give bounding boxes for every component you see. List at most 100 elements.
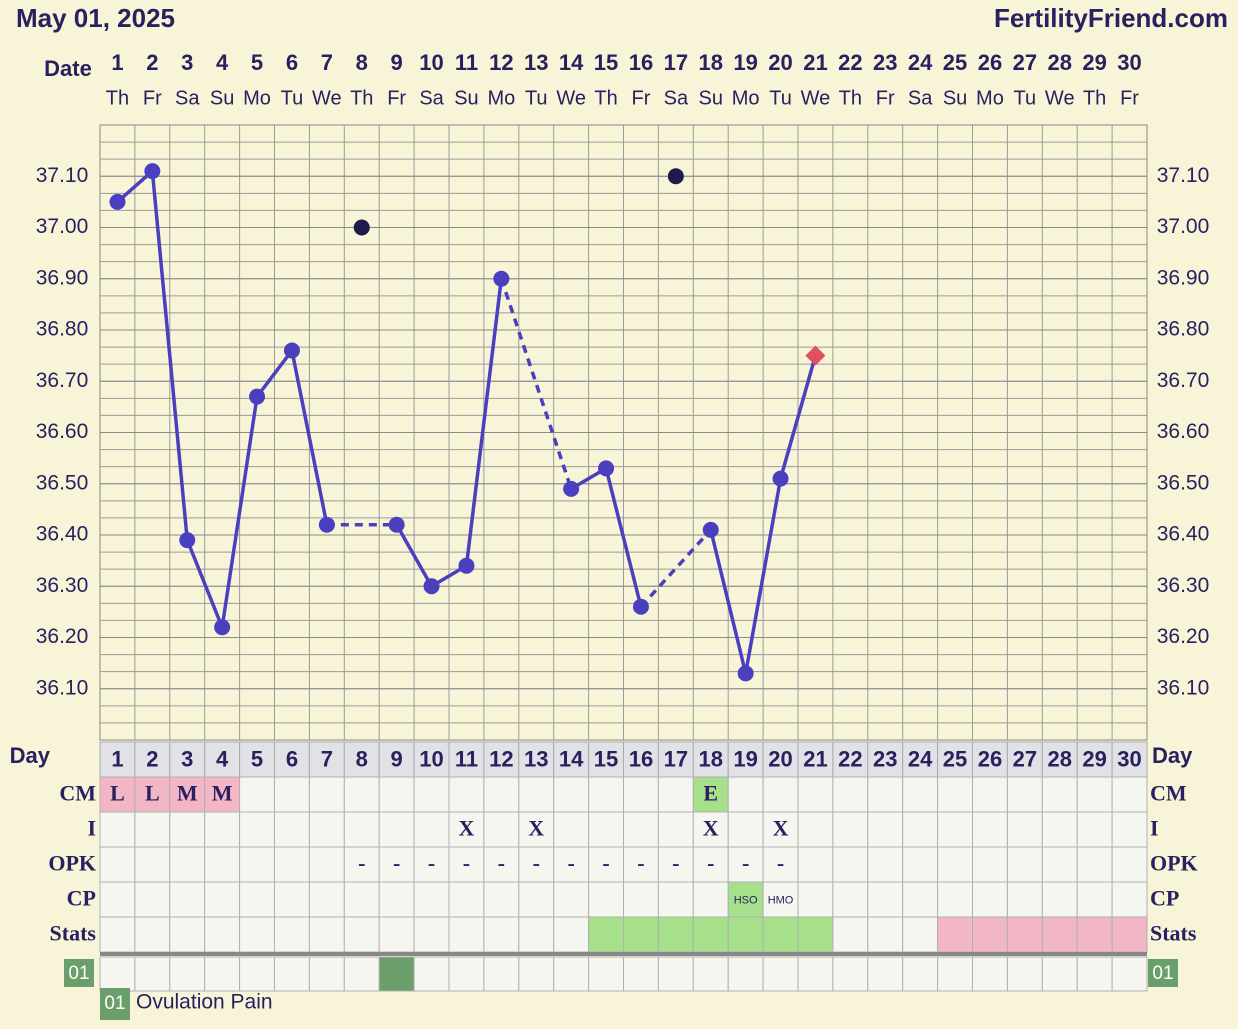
y-tick-label: 36.30: [36, 574, 89, 597]
row-cell: [1111, 811, 1148, 848]
row-value: X: [703, 816, 719, 841]
day-cell: [518, 741, 555, 778]
custom-cell: [588, 956, 624, 992]
row-cell: [692, 846, 729, 883]
row-cell: [239, 916, 276, 953]
temp-point: [563, 480, 580, 497]
row-value: L: [110, 781, 125, 806]
y-tick-label-right: 36.50: [1157, 471, 1210, 494]
custom-cell: [972, 956, 1008, 992]
row-cell: [588, 881, 624, 918]
custom-cell: [692, 956, 729, 992]
row-cell: [204, 881, 241, 918]
custom-cell: [483, 956, 520, 992]
y-tick-label: 36.70: [36, 369, 89, 392]
temp-segment: [604, 467, 643, 608]
row-value: M: [212, 781, 233, 806]
row-cell: [378, 811, 415, 848]
row-cell: [902, 776, 939, 813]
row-cell: [169, 776, 206, 813]
chart-title: May 01, 2025: [16, 3, 175, 33]
row-cell: [239, 881, 276, 918]
row-cell: [832, 776, 869, 813]
row-value: HMO: [768, 894, 794, 906]
row-cell: [378, 846, 415, 883]
day-number: 4: [216, 50, 229, 75]
day-cell: [204, 741, 241, 778]
weekday: Su: [943, 87, 967, 109]
temp-point: [702, 521, 719, 538]
day-row-number: 27: [1013, 746, 1037, 771]
day-row-number: 16: [629, 746, 653, 771]
temp-point: [283, 342, 300, 359]
row-cell: [1076, 846, 1113, 883]
row-cell: [99, 811, 136, 848]
custom-cell: [1076, 956, 1113, 992]
row-cell: [972, 776, 1008, 813]
row-cell: [657, 846, 694, 883]
row-label: Stats: [50, 921, 97, 946]
day-row-number: 13: [524, 746, 548, 771]
row-cell: [274, 881, 310, 918]
temp-segment: [255, 349, 294, 398]
legend-swatch: [100, 988, 130, 1020]
weekday: Tu: [1014, 87, 1037, 109]
row-cell: [308, 811, 345, 848]
row-cell: [169, 916, 206, 953]
row-cell: [308, 916, 345, 953]
custom-cell: [308, 956, 345, 992]
row-cell: [448, 916, 485, 953]
day-number: 10: [419, 50, 443, 75]
y-tick-label-right: 36.60: [1157, 420, 1210, 443]
day-row-number: 18: [699, 746, 723, 771]
row-value: -: [707, 851, 714, 876]
temp-segment: [395, 523, 434, 588]
day-number: 15: [594, 50, 618, 75]
weekday: Sa: [664, 87, 689, 109]
day-cell: [902, 741, 939, 778]
y-tick-label-right: 37.00: [1157, 215, 1210, 238]
row-cell: [797, 811, 834, 848]
row-value: X: [528, 816, 544, 841]
day-number: 26: [978, 50, 1002, 75]
day-cell: [1041, 741, 1078, 778]
custom-row-label-bg: [64, 959, 94, 987]
row-value: -: [428, 851, 435, 876]
day-row-number: 7: [321, 746, 333, 771]
day-number: 9: [391, 50, 403, 75]
custom-cell: [134, 956, 171, 992]
day-number: 7: [321, 50, 333, 75]
row-cell: [204, 811, 241, 848]
row-value: -: [358, 851, 365, 876]
row-value: -: [533, 851, 540, 876]
row-cell: [762, 916, 799, 953]
row-cell: [204, 846, 241, 883]
row-cell: [1006, 916, 1043, 953]
y-tick-label-right: 37.10: [1157, 164, 1210, 187]
row-cell: [797, 881, 834, 918]
row-cell: [623, 916, 659, 953]
row-cell: [378, 776, 415, 813]
row-label: I: [87, 816, 96, 841]
discarded-point: [667, 168, 684, 185]
day-number: 6: [286, 50, 298, 75]
row-value: -: [498, 851, 505, 876]
row-cell: [832, 811, 869, 848]
row-cell: [553, 811, 590, 848]
row-cell: [448, 811, 485, 848]
row-cell: [483, 916, 520, 953]
temp-segment: [743, 478, 783, 674]
day-row-number: 4: [216, 746, 229, 771]
row-cell: [518, 776, 555, 813]
row-cell: [902, 846, 939, 883]
weekday: Th: [594, 87, 617, 109]
row-cell: [239, 776, 276, 813]
weekday: Sa: [419, 87, 444, 109]
temp-segment: [499, 278, 573, 490]
row-cell: [867, 881, 904, 918]
custom-cell: [1006, 956, 1043, 992]
temp-segment: [150, 170, 189, 541]
row-cell: [727, 881, 764, 918]
day-number: 13: [524, 50, 548, 75]
